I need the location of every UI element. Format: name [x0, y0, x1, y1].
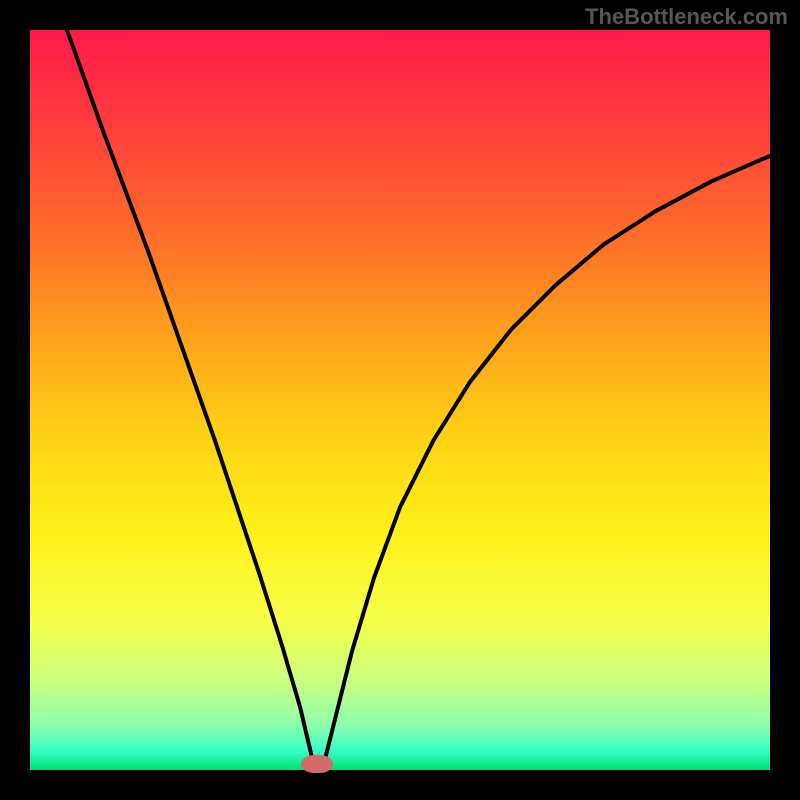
bottleneck-curve [30, 30, 770, 770]
watermark-text: TheBottleneck.com [585, 4, 788, 30]
curve-right-branch [322, 156, 770, 770]
curve-left-branch [67, 30, 315, 770]
plot-area [30, 30, 770, 770]
apex-marker [301, 755, 333, 773]
